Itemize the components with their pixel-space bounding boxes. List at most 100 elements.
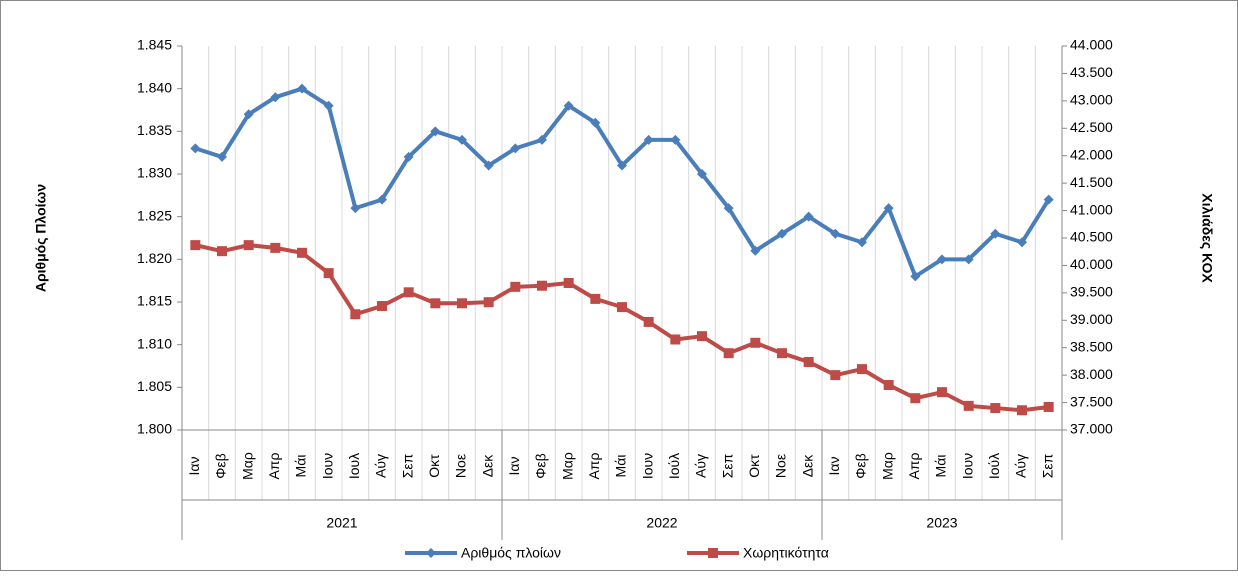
x-tick-label: Νοε [453,454,469,478]
x-tick-label: Σεπ [399,453,415,478]
point [323,100,334,111]
y2-tick-label: 44.000 [1070,37,1113,53]
point [457,298,467,309]
point [377,301,387,312]
point [963,400,974,411]
x-tick-label: Νοε [773,454,789,478]
y-axis-title: Αριθμός Πλοίων [33,184,49,293]
x-tick-label: Ιούλ [666,453,682,479]
point [190,143,201,154]
y-tick-label: 1.845 [137,37,172,53]
x-tick-label: Ιαν [506,457,522,476]
point [990,228,1001,239]
x-tick-label: Δεκ [479,454,495,478]
point [670,134,681,145]
y-tick-label: 1.800 [137,421,172,437]
point [723,348,734,359]
point [617,302,627,313]
x-tick-label: Φεβ [853,453,869,478]
point [963,254,974,265]
point [590,117,601,128]
point [937,387,947,398]
point [243,109,254,120]
point [750,245,761,256]
year-label: 2022 [646,515,677,531]
x-tick-label: Ιαν [826,457,842,476]
point [430,298,441,309]
y2-tick-label: 39.000 [1070,311,1113,327]
point [883,380,894,391]
x-tick-label: Αύγ [1013,454,1029,478]
series [190,240,1054,416]
x-tick-label: Απρ [906,452,922,479]
x-tick-label: Απρ [266,452,282,479]
x-tick-label: Αύγ [693,454,709,478]
point [350,203,361,214]
point [350,309,361,320]
y2-tick-label: 39.500 [1070,284,1113,300]
y2-tick-label: 40.500 [1070,229,1113,245]
y-tick-label: 1.805 [137,378,172,394]
x-tick-label: Ιουν [319,453,335,479]
point [990,403,1001,414]
point [190,240,201,251]
y-tick-label: 1.840 [137,79,172,95]
legend-label: Χωρητικότητα [743,545,829,561]
point [1017,405,1027,416]
y-tick-label: 1.815 [137,293,172,309]
x-tick-label: Ιουν [959,453,975,479]
point [483,160,494,171]
point [643,316,654,327]
point [563,100,574,111]
point [857,364,867,375]
y2-tick-label: 42.000 [1070,146,1113,162]
y2-tick-label: 42.500 [1070,119,1113,135]
point [750,337,761,348]
x-tick-label: Μαρ [559,452,575,480]
x-tick-label: Ιούλ [986,453,1002,479]
point [430,126,441,137]
point [590,293,601,304]
x-tick-label: Σεπ [719,453,735,478]
legend-label: Αριθμός πλοίων [461,545,561,561]
point [697,169,707,179]
point [537,134,547,145]
point [243,240,254,251]
point [803,356,814,367]
point [297,83,307,94]
point [777,228,787,239]
point [403,151,414,162]
y-tick-label: 1.835 [137,122,172,138]
point [777,348,787,359]
x-tick-label: Μάι [613,455,629,478]
x-tick-label: Μαρ [879,452,895,480]
x-tick-label: Ιουλ [346,453,362,479]
point [617,160,627,171]
y-tick-label: 1.820 [137,250,172,266]
x-tick-label: Οκτ [426,454,442,478]
y2-tick-label: 41.500 [1070,174,1113,190]
y2-tick-label: 40.000 [1070,256,1113,272]
point [510,143,521,154]
x-tick-label: Απρ [586,452,602,479]
point [883,203,894,214]
point [426,548,436,558]
x-tick-label: Φεβ [213,453,229,478]
point [830,370,841,381]
point [937,254,947,265]
x-tick-label: Μάι [293,455,309,478]
point [670,334,681,345]
year-label: 2023 [926,515,957,531]
x-tick-label: Μάι [933,455,949,478]
y2-tick-label: 38.500 [1070,338,1113,354]
point [697,331,707,342]
point [377,194,387,205]
y2-tick-label: 43.000 [1070,92,1113,108]
x-tick-label: Οκτ [746,454,762,478]
point [1043,194,1054,205]
x-tick-label: Αύγ [373,454,389,478]
x-tick-label: Δεκ [799,454,815,478]
point [297,247,307,258]
